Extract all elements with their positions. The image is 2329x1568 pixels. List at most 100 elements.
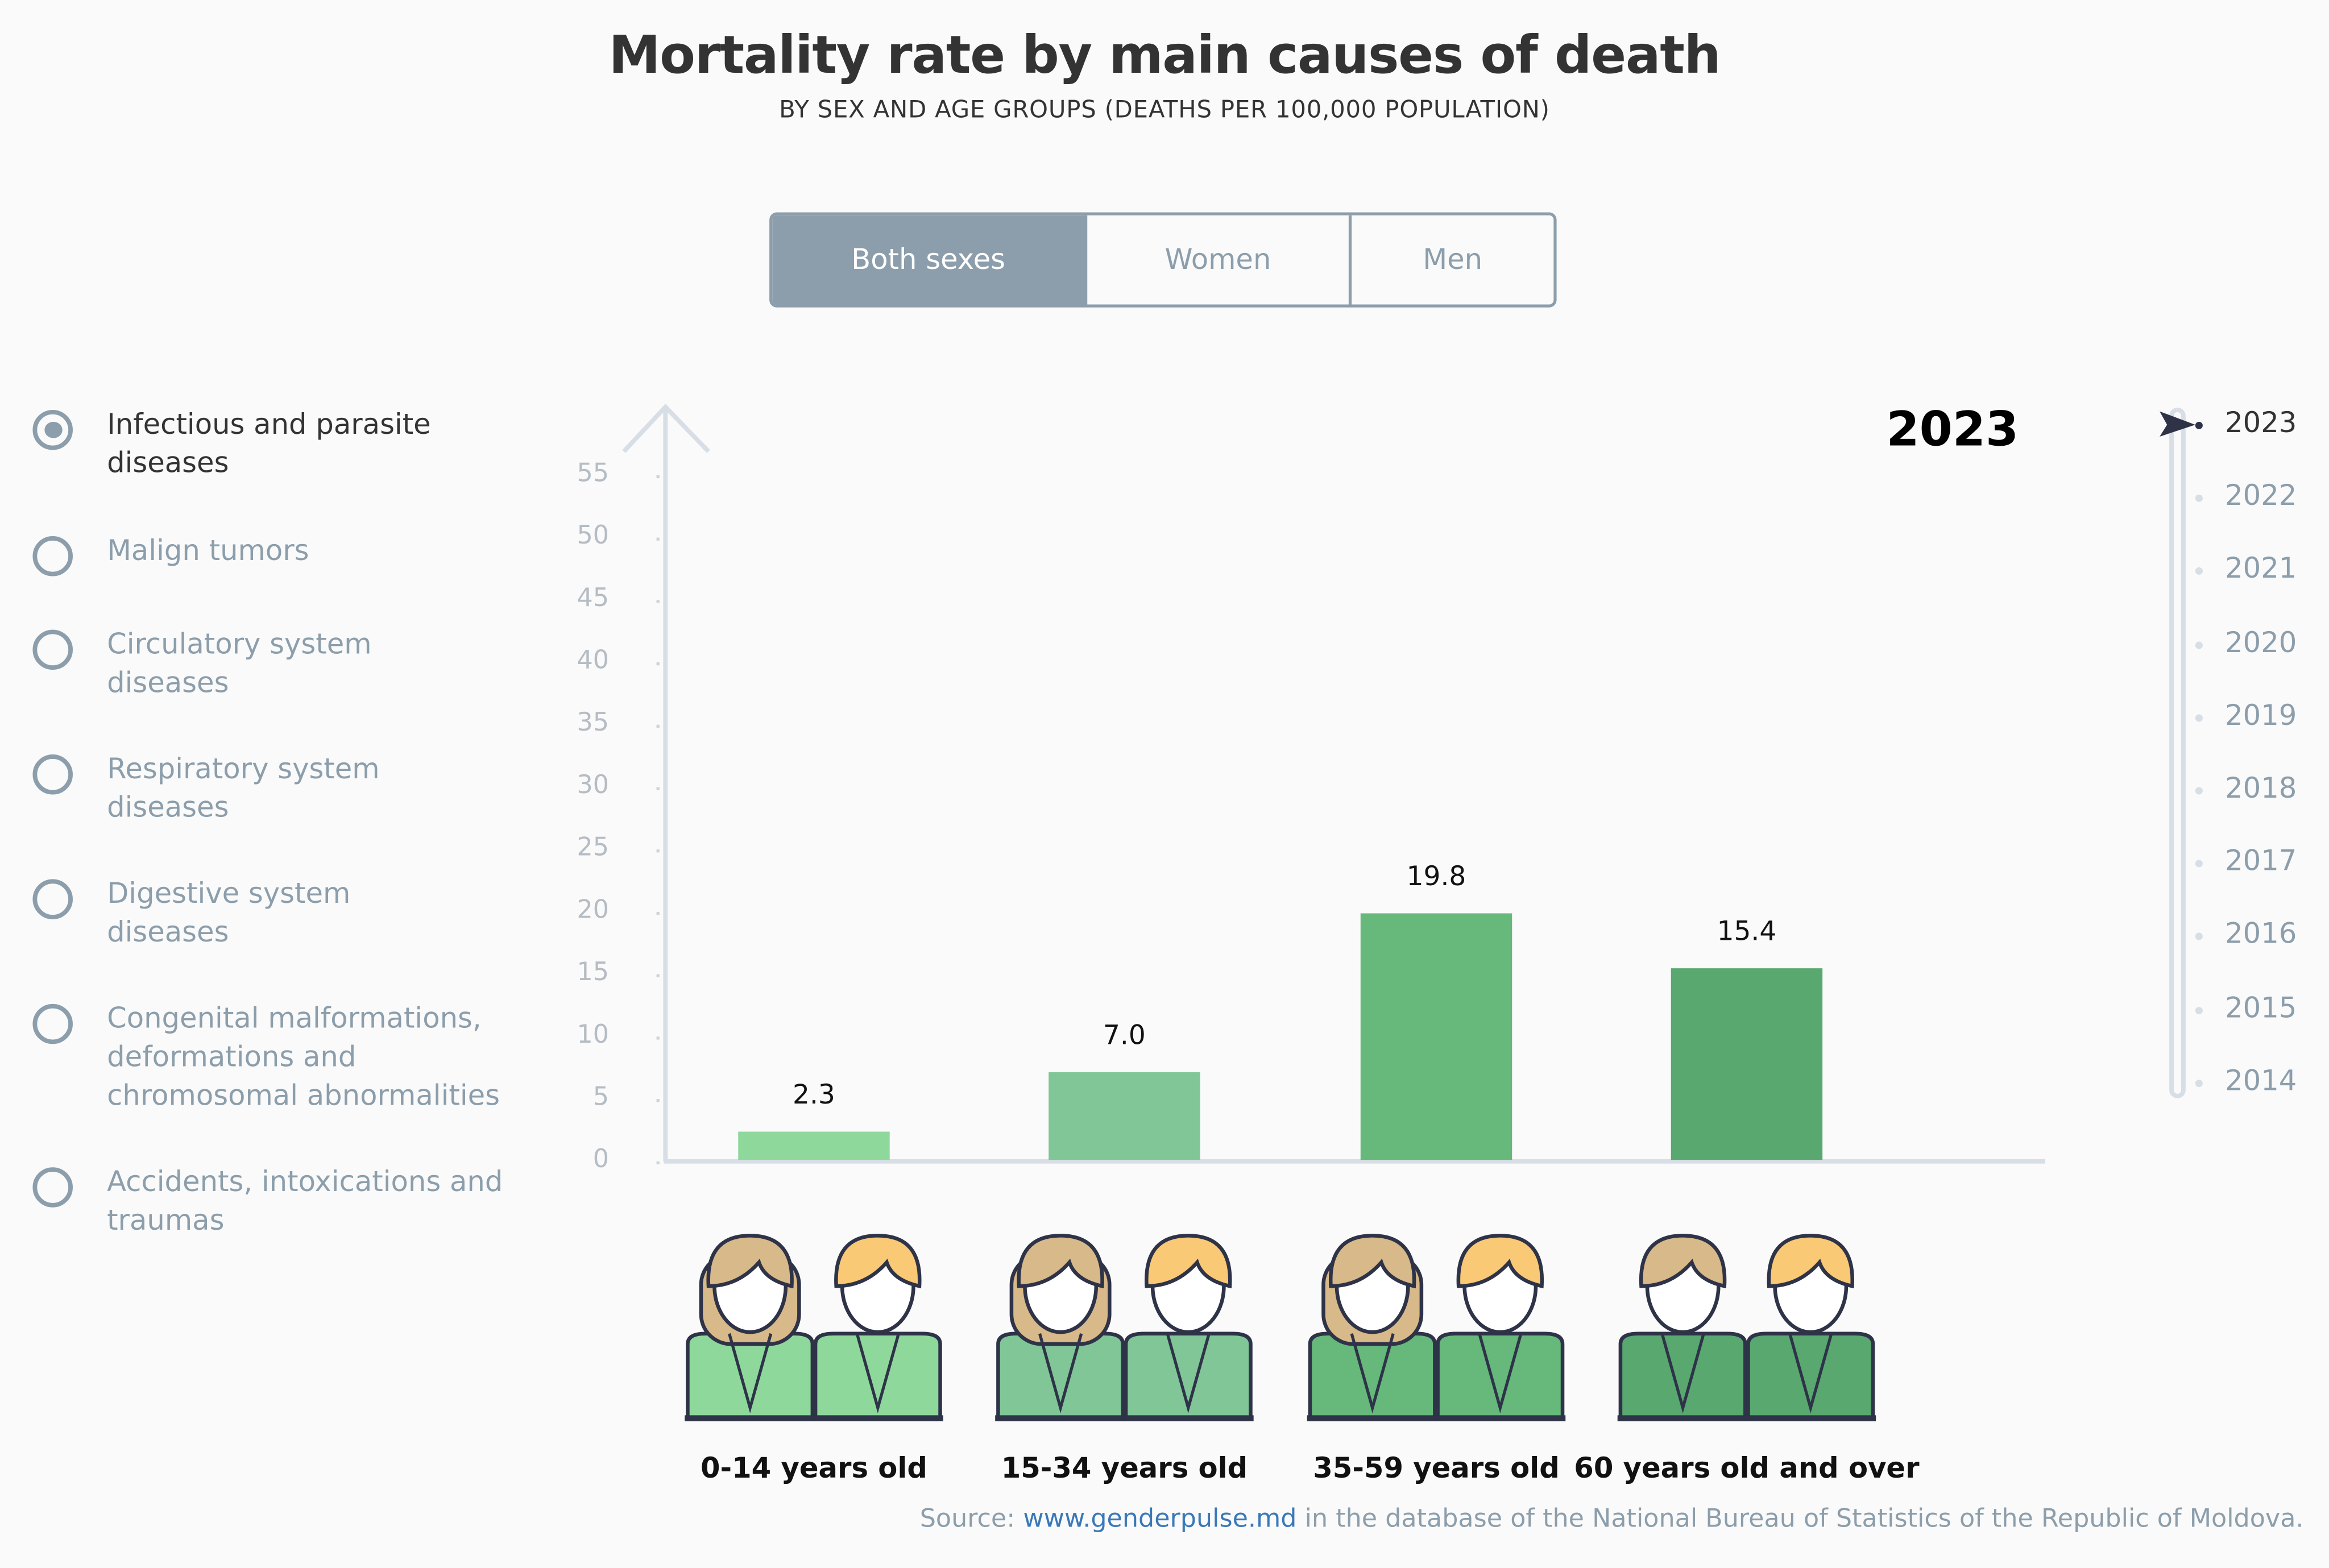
bar[interactable]: [1671, 968, 1823, 1160]
cause-item-congenital[interactable]: Congenital malformations, deformations a…: [32, 1002, 552, 1115]
y-tick-label: 45: [577, 583, 610, 613]
timeline-dot[interactable]: [2195, 421, 2203, 429]
timeline-dot[interactable]: [2195, 1006, 2203, 1014]
bar-value-label: 19.8: [1406, 861, 1466, 893]
page-subtitle: BY SEX AND AGE GROUPS (DEATHS PER 100,00…: [779, 95, 1550, 123]
cause-label: Respiratory system diseases: [107, 753, 380, 824]
radio-icon[interactable]: [32, 754, 73, 795]
y-tick-mark: [656, 1036, 660, 1040]
category-label: 35-59 years old: [1313, 1452, 1560, 1486]
y-tick-label: 10: [577, 1020, 610, 1050]
category-label: 0-14 years old: [701, 1452, 927, 1486]
timeline-year-2020[interactable]: 2020: [2225, 626, 2297, 659]
radio-icon[interactable]: [32, 1167, 73, 1208]
cause-item-tumors[interactable]: Malign tumors: [32, 534, 552, 576]
cause-item-circulatory[interactable]: Circulatory system diseases: [32, 628, 404, 703]
y-tick-label: 30: [577, 770, 610, 800]
source-suffix: in the database of the National Bureau o…: [1296, 1504, 2304, 1534]
timeline-year-2017[interactable]: 2017: [2225, 845, 2297, 878]
bar-value-label: 2.3: [793, 1079, 835, 1111]
y-tick-mark: [656, 974, 660, 977]
timeline-dot[interactable]: [2195, 860, 2203, 868]
bar[interactable]: [1049, 1072, 1200, 1160]
y-tick-label: 25: [577, 833, 610, 863]
page-title: Mortality rate by main causes of death: [608, 27, 1721, 86]
timeline-dot[interactable]: [2195, 714, 2203, 721]
radio-icon[interactable]: [32, 1003, 73, 1044]
timeline-year-2016[interactable]: 2016: [2225, 918, 2297, 951]
y-tick-mark: [656, 849, 660, 853]
y-tick-mark: [656, 1099, 660, 1102]
man-figure-icon: [812, 1234, 943, 1421]
woman-figure-icon: [685, 1234, 816, 1421]
y-tick-mark: [656, 1161, 660, 1164]
y-tick-label: 35: [577, 708, 610, 739]
bar[interactable]: [1360, 912, 1512, 1160]
timeline-dot[interactable]: [2195, 567, 2203, 575]
timeline-year-2022[interactable]: 2022: [2225, 480, 2297, 513]
sex-toggle: Both sexes Women Men: [769, 212, 1557, 308]
bar[interactable]: [738, 1131, 890, 1160]
man-figure-icon: [1435, 1234, 1566, 1421]
cause-label: Circulatory system diseases: [107, 628, 372, 700]
category-label: 60 years old and over: [1574, 1452, 1920, 1486]
source-note: Source: www.genderpulse.md in the databa…: [920, 1504, 2304, 1534]
timeline-pointer-icon: [2160, 411, 2195, 437]
radio-selected-icon[interactable]: [32, 409, 73, 450]
y-tick-mark: [656, 475, 660, 479]
cause-label: Infectious and parasite diseases: [107, 408, 431, 480]
timeline-dot[interactable]: [2195, 787, 2203, 795]
timeline-year-2019[interactable]: 2019: [2225, 699, 2297, 732]
bar-value-label: 7.0: [1103, 1021, 1146, 1052]
cause-item-respiratory[interactable]: Respiratory system diseases: [32, 753, 404, 827]
toggle-both-sexes[interactable]: Both sexes: [772, 215, 1088, 305]
timeline-dot[interactable]: [2195, 495, 2203, 503]
source-link[interactable]: www.genderpulse.md: [1023, 1504, 1297, 1534]
radio-icon[interactable]: [32, 879, 73, 919]
y-tick-label: 5: [592, 1082, 610, 1113]
selected-year-label: 2023: [1886, 401, 2019, 458]
y-tick-label: 55: [577, 459, 610, 489]
y-tick-mark: [656, 537, 660, 541]
timeline-year-2014[interactable]: 2014: [2225, 1064, 2297, 1097]
y-tick-label: 0: [592, 1145, 610, 1175]
cause-item-infectious[interactable]: Infectious and parasite diseases: [32, 408, 552, 483]
timeline-dot[interactable]: [2195, 1079, 2203, 1087]
toggle-men[interactable]: Men: [1423, 243, 1483, 276]
man-figure-icon: [1122, 1234, 1254, 1421]
y-tick-label: 15: [577, 957, 610, 988]
woman-figure-icon: [1307, 1234, 1438, 1421]
y-tick-mark: [656, 662, 660, 666]
radio-icon[interactable]: [32, 536, 73, 576]
toggle-women[interactable]: Women: [1087, 215, 1352, 305]
woman-figure-icon: [995, 1234, 1126, 1421]
y-tick-mark: [656, 787, 660, 790]
y-tick-label: 40: [577, 646, 610, 676]
woman-figure-icon: [1617, 1234, 1748, 1421]
timeline-year-2023[interactable]: 2023: [2225, 406, 2297, 440]
timeline-year-2018[interactable]: 2018: [2225, 772, 2297, 805]
cause-label: Malign tumors: [107, 534, 309, 567]
cause-label: Congenital malformations, deformations a…: [107, 1002, 500, 1113]
timeline-year-2015[interactable]: 2015: [2225, 991, 2297, 1024]
bar-value-label: 15.4: [1717, 915, 1777, 947]
timeline-dot[interactable]: [2195, 933, 2203, 941]
y-tick-label: 20: [577, 895, 610, 926]
timeline-year-2021[interactable]: 2021: [2225, 553, 2297, 586]
timeline-dot[interactable]: [2195, 641, 2203, 649]
cause-label: Digestive system diseases: [107, 877, 351, 949]
y-tick-label: 50: [577, 521, 610, 551]
y-tick-mark: [656, 724, 660, 728]
timeline-track[interactable]: [2154, 401, 2213, 1106]
y-tick-mark: [656, 911, 660, 915]
y-tick-mark: [656, 600, 660, 603]
source-prefix: Source:: [919, 1504, 1023, 1534]
man-figure-icon: [1745, 1234, 1876, 1421]
radio-icon[interactable]: [32, 629, 73, 670]
cause-label: Accidents, intoxications and traumas: [107, 1165, 503, 1237]
category-label: 15-34 years old: [1001, 1452, 1248, 1486]
cause-item-accidents[interactable]: Accidents, intoxications and traumas: [32, 1166, 508, 1241]
cause-item-digestive[interactable]: Digestive system diseases: [32, 878, 404, 952]
